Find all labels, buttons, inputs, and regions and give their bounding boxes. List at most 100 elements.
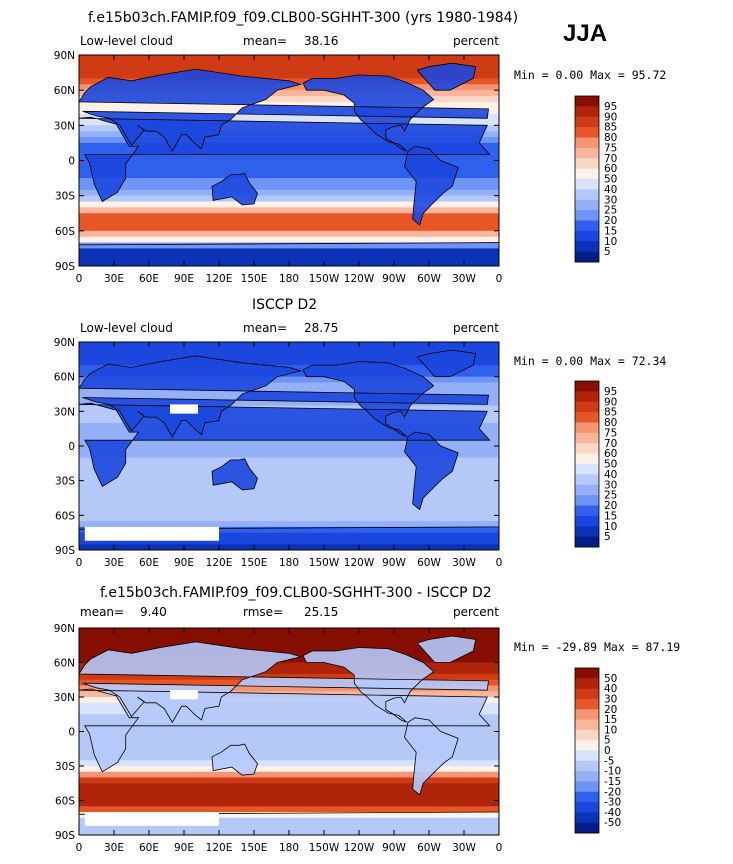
colorbar-box [575, 147, 599, 159]
x-tick-label: 90E [174, 842, 194, 854]
heatmap-band [79, 72, 499, 79]
colorbar-label: 85 [604, 122, 617, 134]
colorbar-box [575, 781, 599, 793]
heatmap-band [79, 96, 499, 103]
colorbar-box [575, 698, 599, 710]
colorbar-label: 20 [604, 215, 617, 227]
panel3-stats: Min = -29.89 Max = 87.19 [514, 640, 681, 654]
land-australia [212, 458, 258, 490]
colorbar-label: -50 [604, 817, 621, 829]
colorbar-label: 15 [604, 225, 617, 237]
heatmap-band [79, 388, 499, 395]
heatmap-band [79, 743, 499, 750]
y-tick-label: 30N [54, 692, 75, 704]
y-tick-label: 60S [55, 510, 75, 522]
colorbar-label: -40 [604, 807, 621, 819]
panel2-mean-value: 28.75 [304, 321, 339, 335]
colorbar-label: 10 [604, 236, 617, 248]
x-tick-label: 60W [417, 842, 441, 854]
heatmap-band [79, 469, 499, 476]
heatmap-band [79, 817, 499, 824]
heatmap-band [79, 451, 499, 459]
heatmap-band [79, 353, 499, 360]
colorbar-box [575, 391, 599, 403]
colorbar-label: 15 [604, 714, 617, 726]
colorbar-box [575, 515, 599, 527]
colorbar-box [575, 495, 599, 506]
colorbar-frame [574, 380, 600, 548]
colorbar-box [575, 812, 599, 824]
y-tick-label: 30S [55, 476, 75, 488]
heatmap-band [79, 201, 499, 208]
colorbar-label: 50 [604, 459, 617, 471]
colorbar-box [575, 251, 599, 263]
colorbar-box [575, 220, 599, 232]
heatmap-band [79, 172, 499, 179]
panel2-left-label: Low-level cloud [80, 321, 173, 335]
heatmap-band [79, 457, 499, 464]
missing-data-tibet [170, 404, 198, 414]
heatmap-band [79, 794, 499, 801]
colorbar-label: 5 [604, 531, 611, 543]
land-africa [79, 117, 490, 202]
coastline-africa [78, 402, 491, 487]
colorbar-box [575, 453, 599, 465]
colorbar-box [575, 210, 599, 221]
panel1-left-label: Low-level cloud [80, 34, 173, 48]
colorbar-label: 30 [604, 194, 617, 206]
x-tick-label: 90W [382, 842, 406, 854]
heatmap-band [79, 183, 499, 191]
land-south-america-outline [404, 431, 459, 511]
land-greenland-outline [416, 635, 477, 663]
heatmap-band [79, 189, 499, 197]
heatmap-band [79, 662, 499, 669]
colorbar-box [575, 678, 599, 690]
x-tick-label: 120E [206, 273, 233, 285]
colorbar-box [575, 116, 599, 128]
colorbar-box [575, 802, 599, 813]
x-tick-label: 60E [139, 273, 159, 285]
coastline-australia [211, 458, 258, 491]
colorbar-box [575, 137, 599, 149]
colorbar-label: -20 [604, 786, 621, 798]
colorbar-label: 90 [604, 396, 617, 408]
panel3-mean-label: mean= [80, 605, 125, 619]
land-africa [79, 403, 490, 487]
x-tick-label: 60E [139, 842, 159, 854]
panel2-stats: Min = 0.00 Max = 72.34 [514, 354, 667, 368]
colorbar-box [575, 474, 599, 486]
x-tick-label: 0 [76, 557, 83, 569]
heatmap-band [79, 515, 499, 522]
colorbar-label: -5 [604, 755, 614, 767]
colorbar-label: 40 [604, 683, 617, 695]
x-tick-label: 30E [104, 842, 124, 854]
panel3-title: f.e15b03ch.FAMIP.f09_f09.CLB00-SGHHT-300… [100, 585, 492, 601]
missing-data-tibet [170, 690, 198, 700]
colorbar-frame [574, 667, 600, 834]
colorbar-box [575, 526, 599, 538]
heatmap-band [79, 766, 499, 773]
season-label: JJA [563, 20, 608, 47]
heatmap-band [79, 789, 499, 796]
panel3-mean-value: 9.40 [140, 605, 167, 619]
colorbar-label: 50 [604, 174, 617, 186]
colorbar-label: 10 [604, 724, 617, 736]
y-tick-label: 60N [54, 85, 75, 97]
heatmap-band [79, 737, 499, 744]
missing-data-antarctica [84, 526, 219, 541]
land-north-america-outline [302, 74, 435, 152]
panel1-mean-value: 38.16 [304, 34, 339, 48]
x-tick-label: 90W [382, 557, 406, 569]
colorbar-label: 10 [604, 521, 617, 533]
land-africa [79, 689, 490, 772]
heatmap-band [79, 160, 499, 167]
land-north-america-outline [302, 647, 435, 723]
y-tick-label: 90N [54, 623, 75, 635]
heatmap-band [79, 760, 499, 767]
land-south-america-outline [404, 145, 459, 226]
heatmap-band [79, 492, 499, 499]
y-tick-label: 60N [54, 372, 75, 384]
heatmap-band [79, 60, 499, 68]
y-tick-label: 90S [55, 545, 75, 557]
colorbar-box [575, 230, 599, 242]
